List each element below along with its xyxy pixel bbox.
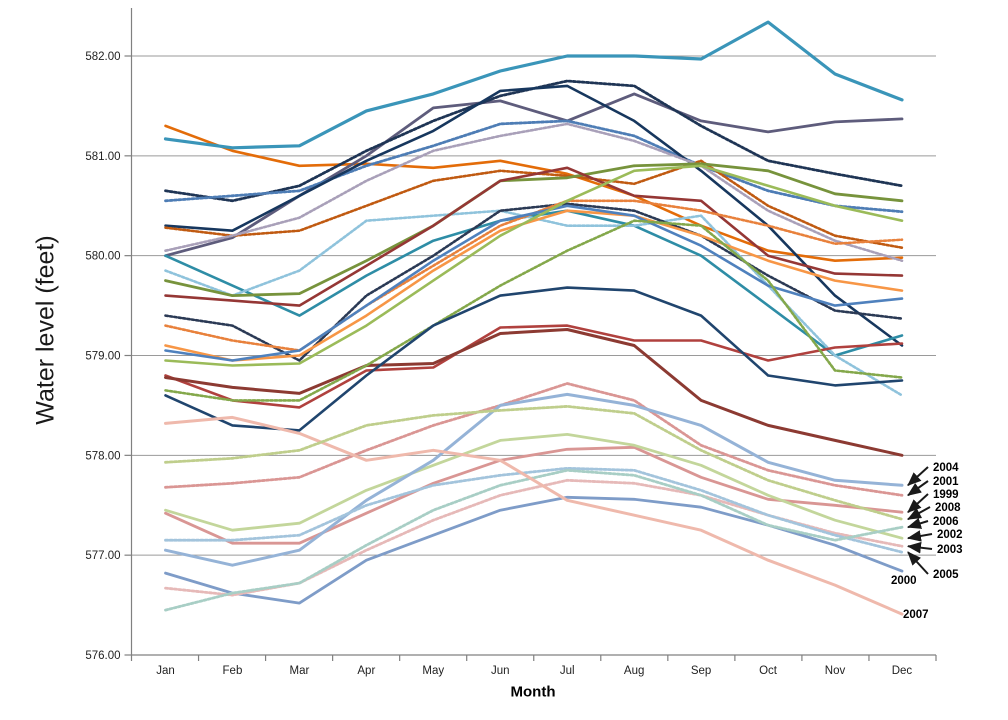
x-tick-label: Jul: [560, 665, 575, 677]
y-tick-label: 578.00: [85, 450, 120, 462]
x-tick-label: Nov: [825, 665, 846, 677]
y-tick-label: 577.00: [85, 550, 120, 562]
year-callout-label-2004: 2004: [933, 462, 959, 474]
callout-arrow-2005: [907, 551, 929, 575]
year-callout-label-2000: 2000: [891, 575, 917, 587]
series-line-unlabeled-11: [164, 166, 904, 307]
year-callout-label-2008: 2008: [935, 502, 961, 514]
year-callout-label-2003: 2003: [937, 544, 963, 556]
series-line-unlabeled-03: [164, 79, 904, 203]
series-line-unlabeled-08: [164, 209, 904, 357]
x-tick-label: May: [422, 665, 444, 677]
x-tick-label: Apr: [357, 665, 375, 677]
series-line-2002: [164, 432, 904, 540]
series-line-unlabeled-07: [164, 122, 904, 263]
x-tick-label: Aug: [624, 665, 644, 677]
series-line-1999: [164, 445, 904, 545]
series-line-unlabeled-19: [164, 219, 904, 402]
y-tick-label: 581.00: [85, 151, 120, 163]
series-line-2008: [164, 404, 904, 521]
series-line-unlabeled-16: [164, 164, 904, 367]
x-tick-label: Jun: [491, 665, 510, 677]
y-tick-label: 576.00: [85, 650, 120, 662]
x-axis-title: Month: [510, 683, 556, 701]
year-callout-label-2005: 2005: [933, 569, 959, 581]
year-callout-label-2002: 2002: [937, 529, 963, 541]
series-line-2006: [164, 468, 904, 612]
series-line-unlabeled-14: [164, 209, 904, 362]
x-tick-label: Dec: [892, 665, 913, 677]
series-line-unlabeled-17: [164, 324, 904, 409]
series-line-2007: [164, 415, 904, 616]
callout-arrow-2008: [907, 506, 931, 521]
y-axis-title: Water level (feet): [31, 235, 60, 425]
series-line-2004: [164, 392, 904, 567]
series-line-2001: [164, 382, 904, 497]
x-tick-label: Feb: [223, 665, 243, 677]
year-callout-label-2001: 2001: [933, 476, 959, 488]
y-tick-label: 579.00: [85, 351, 120, 363]
series-line-unlabeled-04: [164, 119, 904, 214]
callout-arrow-2003: [906, 541, 933, 554]
y-tick-label: 580.00: [85, 251, 120, 263]
series-line-unlabeled-05: [164, 84, 904, 347]
callout-arrow-2004: [907, 466, 929, 487]
x-tick-label: Mar: [289, 665, 309, 677]
callout-arrow-2006: [906, 517, 929, 529]
callout-arrow-2002: [906, 530, 933, 542]
series-line-unlabeled-12: [164, 202, 904, 362]
x-tick-label: Jan: [156, 665, 175, 677]
series-line-unlabeled-01: [164, 124, 904, 263]
series-line-unlabeled-21: [163, 20, 904, 150]
x-tick-label: Sep: [691, 665, 711, 677]
y-tick-label: 582.00: [85, 51, 120, 63]
callout-arrow-2001: [907, 480, 929, 497]
year-callout-label-2007: 2007: [903, 609, 929, 621]
series-line-unlabeled-10: [164, 162, 904, 298]
year-callout-label-1999: 1999: [933, 489, 959, 501]
x-tick-label: Oct: [759, 665, 778, 677]
year-callout-label-2006: 2006: [933, 516, 959, 528]
series-line-2005: [164, 466, 904, 554]
series-line-unlabeled-15: [164, 204, 904, 362]
series-line-unlabeled-18: [164, 328, 904, 457]
